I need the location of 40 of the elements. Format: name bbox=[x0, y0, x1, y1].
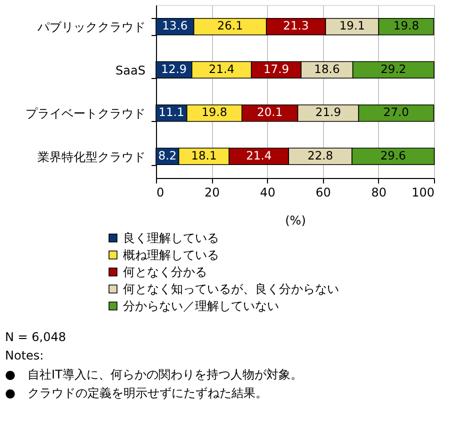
data-label: 13.6 bbox=[162, 18, 188, 33]
text: ● 自社IT導入に、何らかの関わりを持つ人物が対象。 bbox=[5, 367, 302, 382]
data-label: 8.2 bbox=[158, 148, 177, 162]
data-label: 21.3 bbox=[283, 18, 309, 33]
text: ● クラウドの定義を明示せずにたずねた結果。 bbox=[5, 386, 268, 400]
data-label: 29.2 bbox=[380, 62, 406, 76]
data-label: 27.0 bbox=[383, 105, 409, 120]
x-tick-label: 40 bbox=[260, 186, 276, 200]
text: N = 6,048 bbox=[5, 330, 66, 344]
y-tick-label: プライベートクラウド bbox=[26, 106, 146, 121]
data-label: 22.8 bbox=[307, 148, 334, 162]
text: Notes: bbox=[5, 348, 44, 363]
legend-label: 何となく知っているが、良く分からない bbox=[123, 282, 339, 296]
x-tick-label: 80 bbox=[371, 186, 387, 200]
legend-label: 分からない／理解していない bbox=[123, 299, 279, 313]
x-axis-title: (%) bbox=[285, 214, 306, 228]
data-label: 20.1 bbox=[257, 105, 283, 120]
data-label: 21.4 bbox=[246, 148, 272, 162]
data-label: 26.1 bbox=[217, 18, 243, 33]
data-label: 21.9 bbox=[315, 105, 342, 120]
legend-label: 何となく分かる bbox=[123, 265, 207, 279]
y-tick-label: SaaS bbox=[116, 63, 146, 78]
x-tick-label: 20 bbox=[204, 186, 220, 200]
data-label: 12.9 bbox=[161, 62, 187, 76]
data-label: 19.8 bbox=[202, 105, 228, 120]
data-label: 17.9 bbox=[263, 62, 290, 76]
legend-label: 概ね理解している bbox=[123, 248, 219, 262]
x-tick-label: 0 bbox=[156, 186, 164, 200]
data-label: 18.6 bbox=[314, 62, 340, 76]
y-tick-label: パブリッククラウド bbox=[36, 20, 146, 34]
data-label: 29.6 bbox=[380, 148, 406, 162]
legend-label: 良く理解している bbox=[123, 231, 219, 245]
data-label: 19.1 bbox=[339, 18, 365, 33]
data-label: 18.1 bbox=[191, 148, 217, 162]
data-label: 11.1 bbox=[158, 105, 184, 120]
data-label: 19.8 bbox=[393, 18, 420, 33]
x-tick-label: 100 bbox=[412, 186, 434, 200]
data-label: 21.4 bbox=[208, 62, 234, 76]
y-tick-label: 業界特化型クラウド bbox=[38, 150, 146, 164]
x-tick-label: 60 bbox=[316, 186, 331, 200]
